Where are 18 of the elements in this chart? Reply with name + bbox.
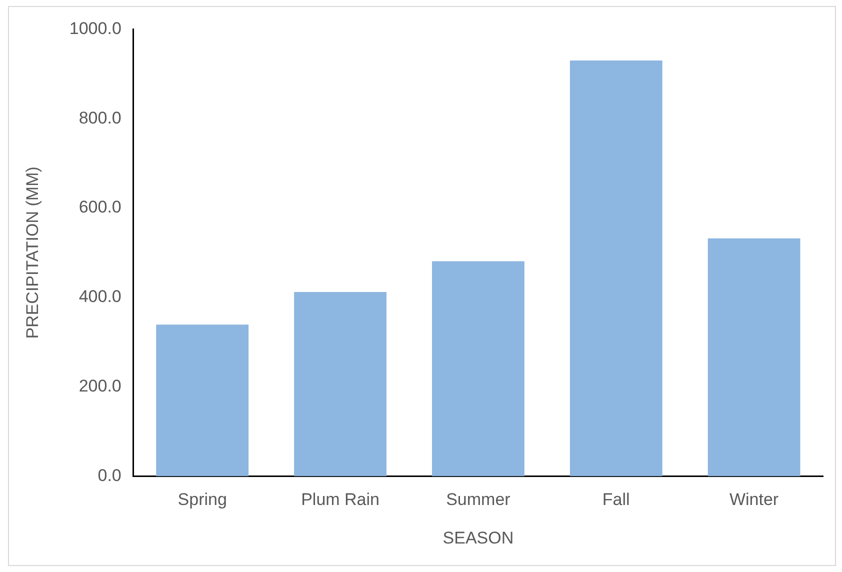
y-tick-label: 200.0 [78,376,122,396]
x-tick-label: Spring [178,490,227,510]
bar [432,261,524,476]
y-tick-label: 800.0 [78,108,122,128]
bar [570,60,662,476]
y-tick-label: 0.0 [98,466,122,485]
bar [156,324,249,476]
y-tick-label: 400.0 [78,287,122,306]
y-tick-label: 1000.0 [69,18,122,38]
bar [294,292,386,476]
x-tick-label: Summer [446,490,511,510]
x-axis-title: SEASON [442,528,514,548]
x-tick-label: Winter [729,490,779,510]
y-tick-label: 600.0 [78,198,122,217]
bar [708,238,800,476]
y-axis-title: PRECIPITATION (MM) [22,166,42,339]
x-tick-label: Plum Rain [301,490,380,510]
x-tick-label: Fall [602,490,630,510]
